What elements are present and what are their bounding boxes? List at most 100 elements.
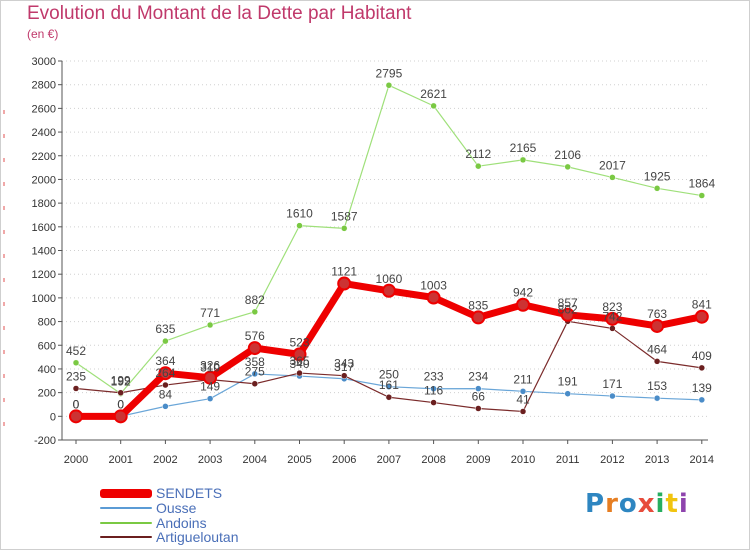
y-tick-label: 0 (50, 411, 56, 423)
data-label: 1925 (644, 169, 671, 183)
data-label: 326 (200, 359, 220, 373)
data-label: 343 (334, 357, 354, 371)
x-tick-label: 2012 (600, 454, 624, 466)
data-point-sendets (69, 409, 83, 424)
x-tick-label: 2014 (690, 454, 714, 466)
data-label: 2106 (554, 148, 581, 162)
data-point-sendets (426, 290, 441, 305)
data-label: 365 (289, 354, 309, 368)
data-point-andoins (385, 82, 393, 89)
data-label: 0 (73, 397, 80, 411)
y-tick-label: 600 (38, 340, 56, 352)
data-label: 1864 (688, 177, 715, 191)
data-label: 1587 (331, 209, 358, 223)
data-point-andoins (296, 222, 303, 229)
chart-title: Evolution du Montant de la Dette par Hab… (27, 3, 412, 24)
data-point-sendets (381, 283, 396, 298)
data-label: 0 (73, 397, 80, 411)
data-label: 153 (647, 379, 667, 393)
data-label: 310 (200, 361, 220, 375)
data-label: 2621 (420, 87, 447, 101)
legend-label: SENDETS (156, 485, 223, 501)
data-point-artigueloutan (296, 369, 303, 377)
data-label: 409 (692, 349, 712, 363)
data-point-andoins (609, 174, 616, 181)
data-point-artigueloutan (653, 358, 661, 365)
data-label: 763 (647, 307, 667, 321)
data-label: 235 (66, 369, 86, 383)
data-label: 841 (692, 298, 712, 312)
data-label: 823 (602, 300, 622, 314)
data-point-ousse (653, 394, 661, 402)
y-tick-label: 3000 (32, 56, 56, 68)
y-tick-label: 800 (38, 317, 56, 329)
data-label: 1060 (376, 272, 403, 286)
data-label: 340 (289, 357, 309, 371)
data-point-artigueloutan (698, 364, 706, 372)
y-tick-label: 2400 (32, 127, 56, 139)
data-label: 161 (379, 378, 399, 392)
data-point-sendets (560, 307, 575, 322)
data-point-ousse (385, 383, 393, 390)
y-tick-label: 2200 (32, 151, 56, 163)
data-label: 84 (159, 387, 173, 401)
data-label: 139 (692, 381, 712, 395)
data-point-artigueloutan (117, 389, 124, 396)
data-point-artigueloutan (475, 405, 482, 412)
data-point-sendets (516, 297, 530, 312)
data-label: 0 (117, 397, 124, 411)
x-tick-label: 2003 (198, 454, 222, 466)
y-tick-label: 1800 (32, 198, 56, 210)
data-point-sendets (113, 409, 128, 424)
data-label: 2795 (376, 66, 403, 80)
data-point-artigueloutan (251, 380, 259, 387)
legend-item-artigueloutan: Artigueloutan (100, 530, 239, 544)
data-point-andoins (475, 162, 482, 170)
x-tick-label: 2009 (466, 454, 490, 466)
data-label: 275 (245, 365, 265, 379)
x-tick-label: 2010 (511, 454, 535, 466)
legend-label: Ousse (156, 500, 197, 516)
data-point-andoins (206, 321, 214, 329)
legend-item-ousse: Ousse (100, 501, 196, 515)
data-label: 116 (424, 384, 443, 398)
data-label: 364 (155, 354, 175, 368)
data-point-sendets (247, 341, 262, 356)
data-point-sendets (605, 311, 620, 326)
data-point-sendets (337, 276, 352, 291)
legend-swatch (100, 507, 152, 509)
x-tick-label: 2002 (153, 454, 177, 466)
data-label: 523 (289, 335, 309, 349)
data-point-sendets (694, 309, 709, 324)
data-label: 66 (472, 389, 486, 403)
data-point-artigueloutan (609, 325, 616, 332)
data-point-sendets (292, 347, 307, 362)
data-label: 464 (647, 342, 667, 356)
x-tick-label: 2006 (332, 454, 356, 466)
data-point-ousse (519, 388, 527, 395)
data-point-andoins (72, 359, 80, 367)
data-point-andoins (162, 337, 169, 345)
x-tick-label: 2011 (556, 454, 580, 466)
data-label: 192 (111, 375, 131, 389)
legend-swatch (100, 488, 152, 498)
data-point-artigueloutan (430, 399, 437, 406)
chart-subtitle: (en €) (27, 27, 59, 41)
y-tick-label: 2800 (32, 80, 56, 92)
data-label: 835 (468, 298, 488, 312)
y-tick-label: 2000 (32, 174, 56, 186)
data-label: 234 (468, 370, 488, 384)
y-tick-label: 2600 (32, 103, 56, 115)
data-label: 576 (245, 329, 265, 343)
data-label: 857 (558, 296, 578, 310)
data-label: 942 (513, 286, 533, 300)
x-tick-label: 2013 (645, 454, 669, 466)
data-label: 742 (602, 309, 622, 323)
x-tick-label: 2008 (421, 454, 445, 466)
data-label: 1121 (331, 265, 357, 279)
legend-label: Andoins (156, 515, 207, 531)
x-tick-label: 2005 (287, 454, 311, 466)
data-label: 771 (200, 306, 220, 320)
data-point-ousse (162, 403, 169, 410)
